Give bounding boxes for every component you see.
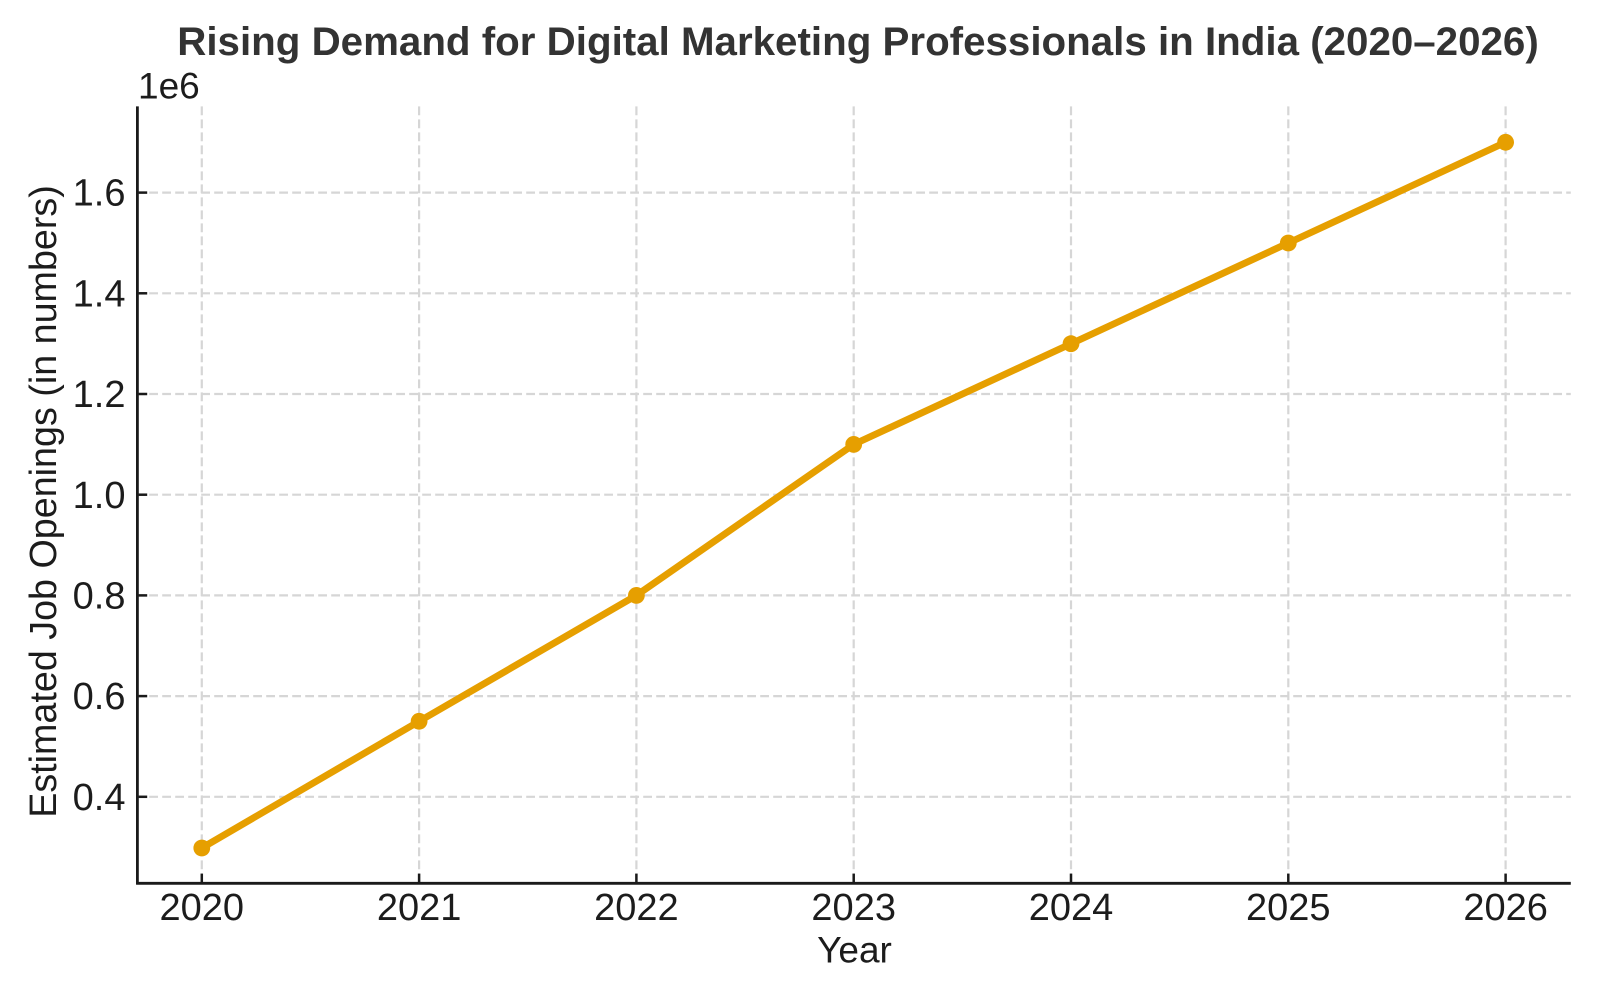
svg-text:0.4: 0.4: [73, 777, 126, 819]
svg-text:2022: 2022: [594, 887, 679, 929]
svg-text:1e6: 1e6: [138, 66, 200, 107]
svg-text:0.8: 0.8: [73, 576, 126, 618]
svg-text:Year: Year: [817, 929, 892, 970]
svg-text:Rising Demand for Digital Mark: Rising Demand for Digital Marketing Prof…: [177, 19, 1539, 64]
svg-text:1.0: 1.0: [73, 475, 126, 517]
svg-text:1.6: 1.6: [73, 173, 126, 215]
svg-text:2025: 2025: [1246, 887, 1331, 929]
svg-text:Estimated Job Openings (in num: Estimated Job Openings (in numbers): [22, 185, 64, 818]
svg-text:2023: 2023: [811, 887, 896, 929]
svg-text:2020: 2020: [160, 887, 245, 929]
svg-text:0.6: 0.6: [73, 676, 126, 718]
svg-text:1.4: 1.4: [73, 273, 126, 315]
svg-text:2026: 2026: [1463, 887, 1548, 929]
svg-text:1.2: 1.2: [73, 374, 126, 416]
svg-text:2024: 2024: [1029, 887, 1114, 929]
svg-text:2021: 2021: [377, 887, 462, 929]
